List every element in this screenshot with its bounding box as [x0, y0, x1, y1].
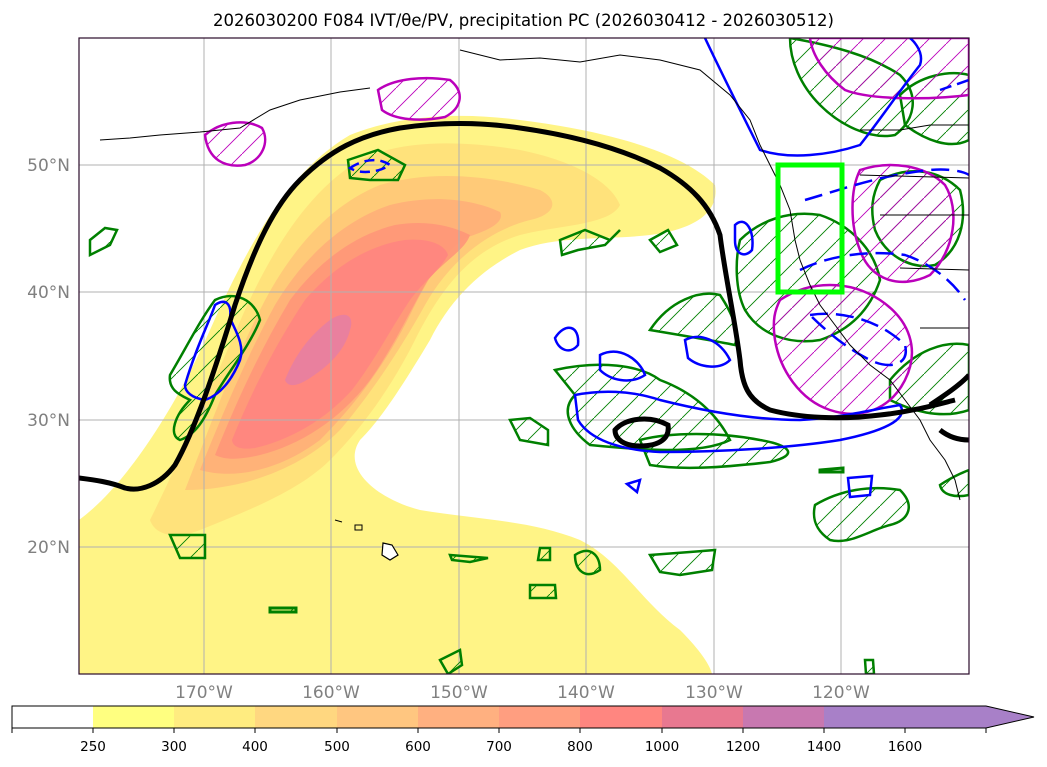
coastlines: [99, 49, 969, 561]
colorbar-segment-9: [743, 706, 824, 728]
lon-label-120w: 120°W: [812, 683, 870, 703]
lon-label-170w: 170°W: [175, 683, 233, 703]
colorbar-tick-300: 300: [161, 739, 187, 755]
lon-label-150w: 150°W: [430, 683, 488, 703]
colorbar-segment-8: [662, 706, 743, 728]
lat-label-50: 50°N: [27, 156, 70, 176]
colorbar-segment-4: [337, 706, 418, 728]
ivt-fill-800: [285, 314, 352, 386]
colorbar-tick-700: 700: [486, 739, 512, 755]
colorbar-tick-1400: 1400: [807, 739, 841, 755]
lat-label-40: 40°N: [27, 283, 70, 303]
lon-label-160w: 160°W: [302, 683, 360, 703]
colorbar-segment-10: [824, 706, 905, 728]
map-frame: [78, 37, 970, 675]
colorbar-segment-5: [418, 706, 499, 728]
colorbar-tick-400: 400: [242, 739, 268, 755]
lon-label-130w: 130°W: [685, 683, 743, 703]
colorbar-segment-1: [93, 706, 174, 728]
colorbar-segment-6: [499, 706, 580, 728]
colorbar-tick-600: 600: [405, 739, 431, 755]
colorbar-tick-1600: 1600: [888, 739, 922, 755]
ivt-fill-250: [79, 115, 716, 674]
precip-pc-purple: [203, 38, 969, 415]
colorbar-tick-500: 500: [324, 739, 350, 755]
theta-e-contours: [79, 121, 969, 492]
colorbar-extend-arrow: [905, 706, 1034, 728]
map-layers: [79, 38, 969, 674]
lat-labels: 20°N 30°N 40°N 50°N: [27, 156, 70, 558]
lat-label-20: 20°N: [27, 538, 70, 558]
colorbar: 250 300 400 500 600 700 800 1000 1200 14…: [11, 705, 1035, 755]
lon-label-140w: 140°W: [557, 683, 615, 703]
lat-label-30: 30°N: [27, 411, 70, 431]
colorbar-segment-3: [255, 706, 337, 728]
ivt-shading: [79, 115, 716, 674]
colorbar-tick-800: 800: [567, 739, 593, 755]
colorbar-tick-250: 250: [80, 739, 106, 755]
colorbar-tick-1200: 1200: [726, 739, 760, 755]
lon-labels: 170°W 160°W 150°W 140°W 130°W 120°W: [175, 683, 870, 703]
colorbar-tick-1000: 1000: [645, 739, 679, 755]
figure-title: 2026030200 F084 IVT/θe/PV, precipitation…: [213, 11, 834, 30]
colorbar-segment-0: [12, 706, 93, 728]
region-highlight-box: [775, 162, 845, 295]
colorbar-segment-2: [174, 706, 255, 728]
colorbar-segment-7: [580, 706, 662, 728]
